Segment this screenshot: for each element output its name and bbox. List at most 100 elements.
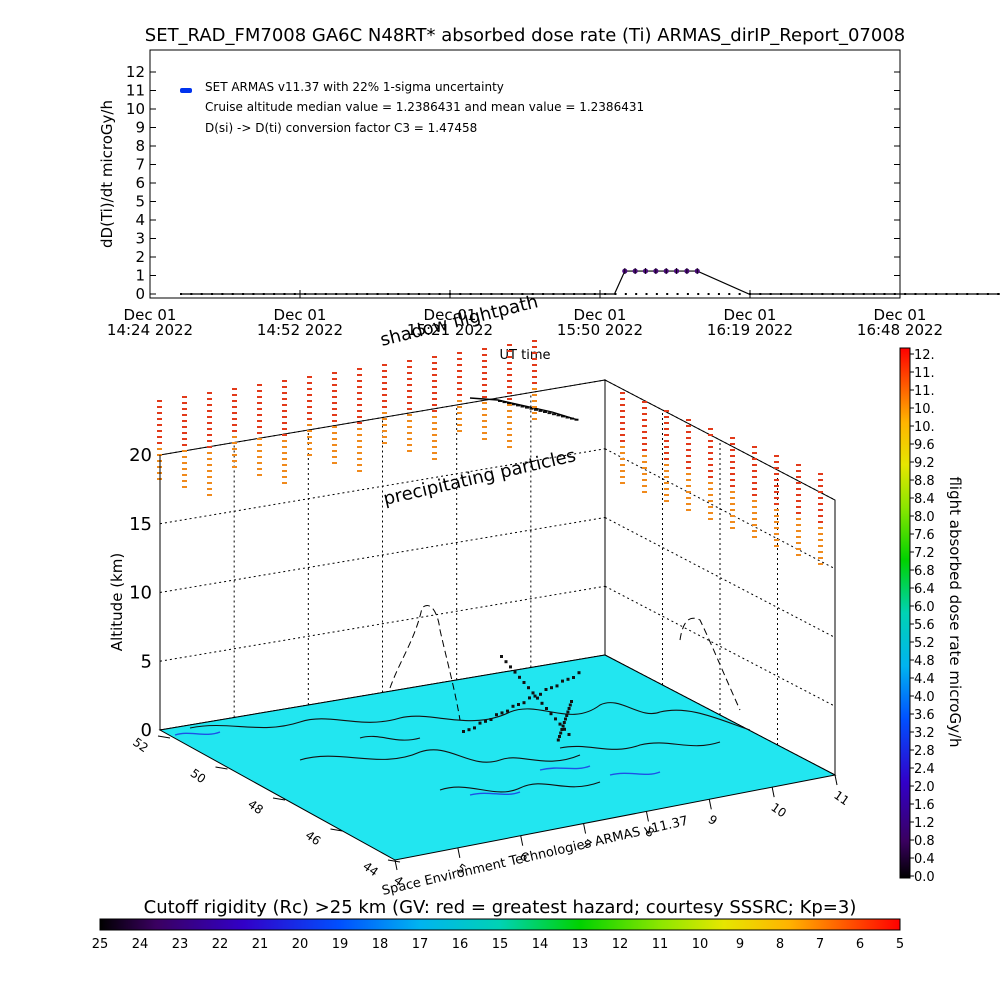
- flightpath-point: [539, 692, 542, 696]
- particle-dash: [182, 420, 187, 422]
- colorbar-tick-label: 7.2: [914, 546, 935, 561]
- particle-dash: [257, 450, 262, 452]
- longitude-tick-mark: [771, 787, 775, 798]
- particle-dash: [620, 482, 625, 484]
- particle-dash: [664, 494, 669, 496]
- baseline-point: [966, 293, 969, 295]
- y-tick-label: 10: [126, 100, 145, 118]
- annotation-precipitating-particles: precipitating particles: [381, 445, 577, 510]
- particle-dash: [752, 524, 757, 526]
- particle-dash: [257, 396, 262, 398]
- particle-dash: [307, 424, 312, 426]
- shadow-flightpath-line: [469, 397, 579, 421]
- particle-dash: [664, 446, 669, 448]
- particle-dash: [532, 394, 537, 396]
- baseline-point: [366, 293, 369, 295]
- particle-dash: [532, 364, 537, 366]
- particle-dash: [307, 436, 312, 438]
- rigidity-tick-label: 7: [816, 937, 824, 952]
- longitude-tick-mark: [457, 847, 461, 858]
- baseline-point: [759, 293, 762, 295]
- particle-dash: [774, 545, 779, 547]
- flightpath-point: [500, 655, 503, 658]
- particle-dash: [752, 494, 757, 496]
- particle-dash: [232, 430, 237, 432]
- colorbar-tick-label: 2.4: [914, 762, 935, 777]
- rigidity-tick-label: 17: [412, 937, 429, 952]
- longitude-tick-mark: [834, 774, 838, 786]
- flightpath-point: [500, 711, 504, 715]
- particle-dash: [664, 458, 669, 460]
- particle-dash: [332, 456, 337, 458]
- particle-dash: [818, 497, 823, 499]
- particle-dash: [482, 408, 487, 410]
- particle-dash: [357, 386, 362, 388]
- particle-dash: [157, 418, 162, 420]
- particle-dash: [257, 408, 262, 410]
- baseline-point: [748, 293, 751, 295]
- flightpath-point: [545, 707, 548, 710]
- colorbar-tick-label: 1.6: [914, 798, 935, 813]
- flightpath-point: [558, 722, 562, 726]
- particle-dash: [686, 503, 691, 505]
- particle-dash: [686, 437, 691, 439]
- particle-dash: [457, 352, 462, 354]
- particle-dash: [796, 482, 801, 484]
- baseline-point: [976, 293, 979, 295]
- particle-dash: [796, 524, 801, 526]
- particle-dash: [620, 458, 625, 460]
- particle-dash: [307, 376, 312, 378]
- x-tick-label-date: Dec 01: [274, 306, 327, 324]
- particle-dash: [642, 443, 647, 445]
- particle-dash: [332, 414, 337, 416]
- x-tick-label-time: 16:19 2022: [707, 321, 793, 339]
- baseline-point: [386, 293, 389, 295]
- x-tick-label-time: 15:21 2022: [407, 321, 493, 339]
- colorbar-tick-label: 1.2: [914, 816, 935, 831]
- particle-dash: [708, 488, 713, 490]
- timeseries-frame: [149, 49, 901, 299]
- flightpath-point: [531, 691, 535, 695]
- baseline-point: [676, 293, 679, 295]
- particle-dash: [232, 400, 237, 402]
- particle-dash: [620, 470, 625, 472]
- colorbar-tick-label: 10.: [914, 402, 935, 417]
- particle-dash: [357, 398, 362, 400]
- dose-rate-colorbar-ticks: 12. 11. 11. 10. 10. 9.6 9.2 8.8 8.4 8.0 7.6 7.2 6.8 6…: [910, 348, 935, 885]
- flightpath-point: [544, 688, 548, 691]
- particle-dash: [774, 533, 779, 535]
- particle-dash: [620, 446, 625, 448]
- timeseries-y-axis-label: dD(Ti)/dt microGy/h: [98, 100, 116, 248]
- particle-dash: [774, 503, 779, 505]
- particle-dash: [207, 422, 212, 424]
- y-tick-label: 8: [135, 137, 145, 155]
- particle-dash: [730, 521, 735, 523]
- particle-dash: [796, 506, 801, 508]
- colorbar-tick-label: 0.8: [914, 834, 935, 849]
- particle-dash: [257, 468, 262, 470]
- particle-dash: [730, 485, 735, 487]
- particle-dash: [507, 422, 512, 424]
- particle-dash: [282, 386, 287, 388]
- flightpath-point: [556, 738, 560, 742]
- particle-dash: [507, 368, 512, 370]
- baseline-point: [490, 293, 493, 295]
- flightpath-point: [473, 726, 476, 730]
- particle-dash: [257, 432, 262, 434]
- baseline-point: [831, 293, 834, 295]
- particle-dash: [686, 425, 691, 427]
- baseline-point: [469, 293, 472, 295]
- particle-dash: [796, 476, 801, 478]
- latitude-tick-label: 48: [245, 797, 266, 817]
- x-tick-label-date: Dec 01: [724, 306, 777, 324]
- particle-dash: [686, 455, 691, 457]
- colorbar-tick-label: 5.6: [914, 618, 935, 633]
- particle-dash: [457, 412, 462, 414]
- particle-dash: [332, 420, 337, 422]
- particle-dash: [282, 464, 287, 466]
- flightpath-point: [563, 727, 566, 731]
- particle-dash: [818, 491, 823, 493]
- particle-dash: [774, 491, 779, 493]
- particle-dash: [774, 509, 779, 511]
- baseline-point: [573, 293, 576, 295]
